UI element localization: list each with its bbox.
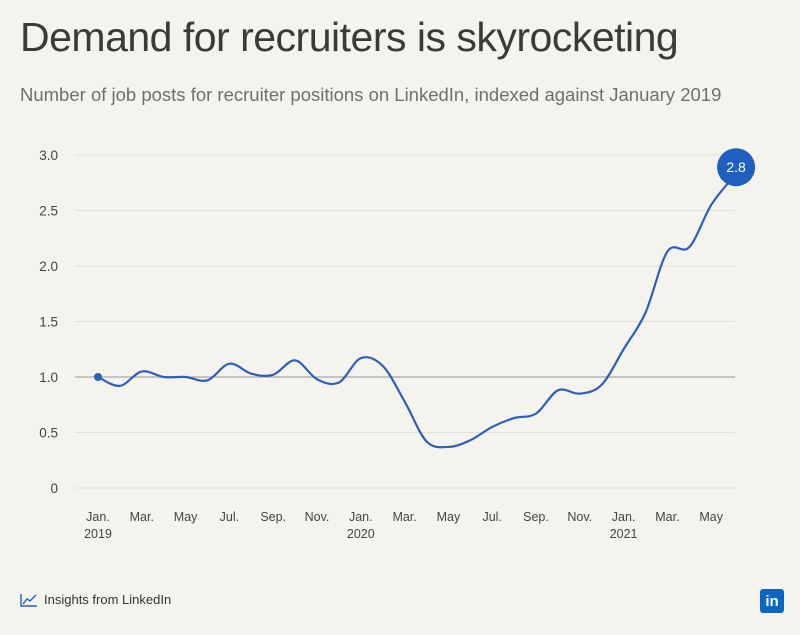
x-tick-year-label: 2020 xyxy=(347,527,375,541)
x-tick-label: Mar. xyxy=(392,510,416,524)
source-text: Insights from LinkedIn xyxy=(44,592,172,607)
y-tick-label: 2.5 xyxy=(39,204,58,219)
x-tick-label: Sep. xyxy=(523,510,549,524)
x-tick-label: Mar. xyxy=(655,510,679,524)
x-tick-label: May xyxy=(699,510,723,524)
end-value-label: 2.8 xyxy=(726,159,746,175)
chart-title: Demand for recruiters is skyrocketing xyxy=(20,14,679,60)
x-tick-label: Mar. xyxy=(130,510,154,524)
source-footer: Insights from LinkedIn xyxy=(20,592,171,607)
x-tick-label: Jan. xyxy=(349,510,373,524)
x-tick-label: Nov. xyxy=(567,510,592,524)
y-tick-label: 1.5 xyxy=(39,315,58,330)
x-tick-year-label: 2019 xyxy=(84,527,112,541)
chart-subtitle: Number of job posts for recruiter positi… xyxy=(20,84,722,105)
x-tick-label: May xyxy=(437,510,461,524)
x-tick-year-label: 2021 xyxy=(610,527,638,541)
x-tick-label: Jul. xyxy=(220,510,239,524)
x-tick-label: Sep. xyxy=(260,510,286,524)
y-tick-label: 3.0 xyxy=(39,148,58,163)
start-point-marker xyxy=(94,373,102,381)
linkedin-logo: in xyxy=(760,589,784,613)
y-tick-label: 0.5 xyxy=(39,426,58,441)
x-tick-label: Jan. xyxy=(612,510,636,524)
y-tick-label: 0 xyxy=(50,481,58,496)
x-tick-label: Nov. xyxy=(305,510,330,524)
x-tick-label: May xyxy=(174,510,198,524)
x-tick-label: Jul. xyxy=(482,510,501,524)
x-tick-label: Jan. xyxy=(86,510,110,524)
y-tick-label: 2.0 xyxy=(39,259,58,274)
series-line xyxy=(97,176,734,449)
y-tick-label: 1.0 xyxy=(39,370,58,385)
trend-chart-icon xyxy=(20,593,37,607)
end-value-badge xyxy=(717,148,756,187)
line-chart: 3.0 2.5 2.0 1.5 1.0 0.5 0 Jan. 2019 Mar. May Jul. Se… xyxy=(39,148,756,541)
